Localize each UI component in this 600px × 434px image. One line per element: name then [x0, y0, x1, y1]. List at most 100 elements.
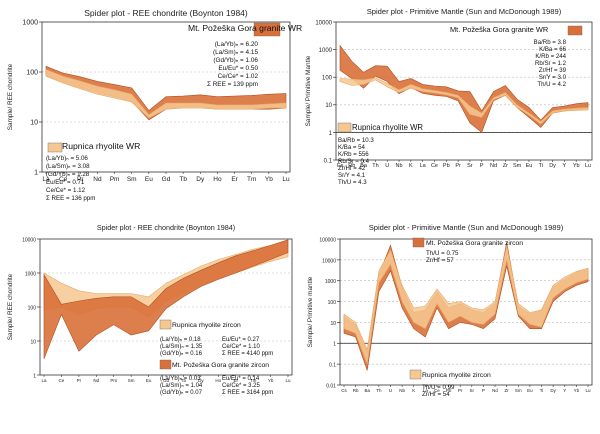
annotation-ratio: Σ REE = 136 ppm	[46, 195, 95, 202]
legend-label: Mt. Požeška Gora granite zircon	[426, 240, 523, 247]
chart-title: Spider plot - Primitive Mantle (Sun and …	[367, 7, 562, 16]
chart-svg: Spider plot - Primitive Mantle (Sun and …	[307, 223, 593, 398]
legend-swatch-granite	[253, 22, 281, 37]
annotation-ratio: Ba/Rb = 10.3	[338, 137, 374, 144]
y-tick-label: 1000	[22, 19, 38, 26]
y-tick-label: 1000	[325, 279, 336, 285]
y-tick-label: 100	[322, 76, 333, 82]
x-tick-label: Yb	[573, 163, 580, 169]
x-tick-label: Ho	[215, 378, 221, 383]
chart-panel-ree-chondrite-zircon: Spider plot - REE chondrite (Boynton 198…	[0, 217, 300, 434]
annotation-ratio: Eu/Eu* = 0.27	[222, 337, 260, 343]
x-tick-label: Pr	[455, 163, 461, 169]
annotation-ratio: Ce/Ce* = 1.02	[218, 73, 259, 80]
annotation-ratio: Rb/Sr = 0.4	[338, 158, 370, 165]
x-tick-label: Dy	[550, 388, 556, 393]
legend-label: Mt. Požeška Gora granite WR	[188, 23, 302, 33]
x-tick-label: Ho	[213, 176, 222, 183]
x-tick-label: Nb	[396, 163, 403, 169]
chart-title: Spider plot - REE chondrite (Boynton 198…	[84, 8, 248, 18]
x-tick-label: Rb	[353, 388, 359, 393]
annotation-ratio: (La/Yb)ₙ = 0.18	[160, 337, 201, 343]
y-axis-label: Sample/ REE chondrite	[7, 273, 14, 340]
y-axis-label: Sample/ Primitive mantle	[307, 276, 314, 347]
chart-panel-ree-chondrite-wr: Spider plot - REE chondrite (Boynton 198…	[0, 0, 302, 217]
x-tick-label: Lu	[282, 176, 290, 183]
annotation-ratio: Sr/Y = 4.1	[338, 172, 366, 179]
y-tick-label: 10	[30, 119, 38, 126]
x-tick-label: Y	[563, 388, 566, 393]
x-tick-label: Th	[372, 163, 378, 169]
legend-swatch-rhyolite	[47, 142, 63, 153]
x-tick-label: La	[42, 176, 50, 183]
annotation-ratio: Eu/Eu* = 0.14	[222, 376, 260, 382]
chart-svg: Spider plot - REE chondrite (Boynton 198…	[7, 8, 302, 202]
annotation-ratio: (La/Yb)ₙ = 0.03	[160, 376, 201, 382]
x-tick-label: Tb	[181, 378, 187, 383]
x-tick-label: K	[409, 163, 413, 169]
annotation-ratio: Eu/Eu* = 0.71	[46, 179, 85, 186]
legend-label: Mt. Požeška Gora granite WR	[450, 25, 548, 34]
x-tick-label: La	[420, 163, 427, 169]
annotation-ratio: (La/Sm)ₙ = 1.04	[160, 383, 203, 389]
legend-swatch-granite	[412, 237, 425, 248]
series-area-granite	[43, 239, 289, 359]
chart-panel-primitive-mantle-wr: Spider plot - Primitive Mantle (Sun and …	[300, 0, 600, 217]
series-area-rhyolite	[343, 245, 589, 365]
x-tick-label: Dy	[549, 163, 556, 169]
annotation-ratio: Σ REE = 139 ppm	[207, 81, 258, 88]
x-tick-label: Nd	[490, 163, 497, 169]
legend-label: Rupnica rhyolite WR	[62, 141, 140, 151]
x-tick-label: Lu	[585, 388, 591, 393]
x-tick-label: Pm	[110, 378, 117, 383]
x-tick-label: Sm	[128, 378, 135, 383]
y-tick-label: 1000	[25, 271, 36, 277]
x-tick-label: Th	[376, 388, 382, 393]
legend-label: Rupnica rhyolite zircon	[422, 372, 491, 379]
y-tick-label: 1	[329, 131, 333, 137]
legend-swatch-rhyolite	[337, 122, 352, 133]
annotation-ratio: Σ REE = 4140 ppm	[222, 351, 273, 357]
x-tick-label: Gd	[163, 378, 170, 383]
annotation-ratio: (La/Sm)ₙ = 1.35	[160, 344, 203, 350]
y-tick-label: 10000	[315, 20, 332, 26]
series-area-rhyolite	[45, 69, 287, 119]
x-tick-label: Pm	[110, 176, 120, 183]
annotation-ratio: (La/Yb)ₙ = 6.20	[215, 41, 259, 48]
series-area-rhyolite	[339, 77, 589, 125]
x-tick-label: Sm	[515, 388, 522, 393]
y-tick-label: 100	[328, 300, 337, 306]
chart-title: Spider plot - Primitive Mantle (Sun and …	[369, 223, 564, 232]
annotation-ratio: (Gd/Yb)ₙ = 1.28	[46, 171, 90, 178]
x-tick-label: Eu	[526, 163, 533, 169]
x-tick-label: Ce	[59, 378, 65, 383]
legend-swatch-rhyolite	[159, 319, 172, 330]
x-tick-label: La	[41, 378, 47, 383]
y-tick-label: 1	[333, 342, 336, 348]
x-tick-label: Cs	[341, 388, 347, 393]
x-tick-label: Ce	[59, 176, 68, 183]
x-tick-label: Ti	[539, 163, 543, 169]
legend-swatch-granite	[159, 359, 172, 370]
x-tick-label: Tm	[250, 378, 257, 383]
x-tick-label: Ba	[364, 388, 370, 393]
x-tick-label: Eu	[527, 388, 533, 393]
x-tick-label: Sm	[127, 176, 137, 183]
legend-label: Rupnica rhyolite zircon	[172, 322, 241, 329]
x-tick-label: P	[480, 163, 484, 169]
x-tick-label: Zr	[505, 388, 510, 393]
annotation-ratio: (Gd/Yb)ₙ = 0.16	[160, 351, 203, 357]
x-tick-label: Sm	[513, 163, 522, 169]
y-tick-label: 100000	[319, 237, 336, 243]
chart-panel-primitive-mantle-zircon: Spider plot - Primitive Mantle (Sun and …	[300, 217, 600, 434]
x-tick-label: Eu	[145, 176, 153, 183]
legend-swatch-rhyolite	[409, 369, 422, 380]
x-tick-label: Ce	[431, 163, 438, 169]
annotation-ratio: Zr/Hf = 57	[426, 257, 454, 264]
x-tick-label: Pr	[77, 378, 82, 383]
x-tick-label: Tb	[179, 176, 187, 183]
y-tick-label: 10	[330, 321, 336, 327]
annotation-ratio: (Gd/Yb)ₙ = 0.07	[160, 390, 203, 396]
x-tick-label: K	[412, 388, 415, 393]
x-tick-label: Cs	[337, 163, 344, 169]
